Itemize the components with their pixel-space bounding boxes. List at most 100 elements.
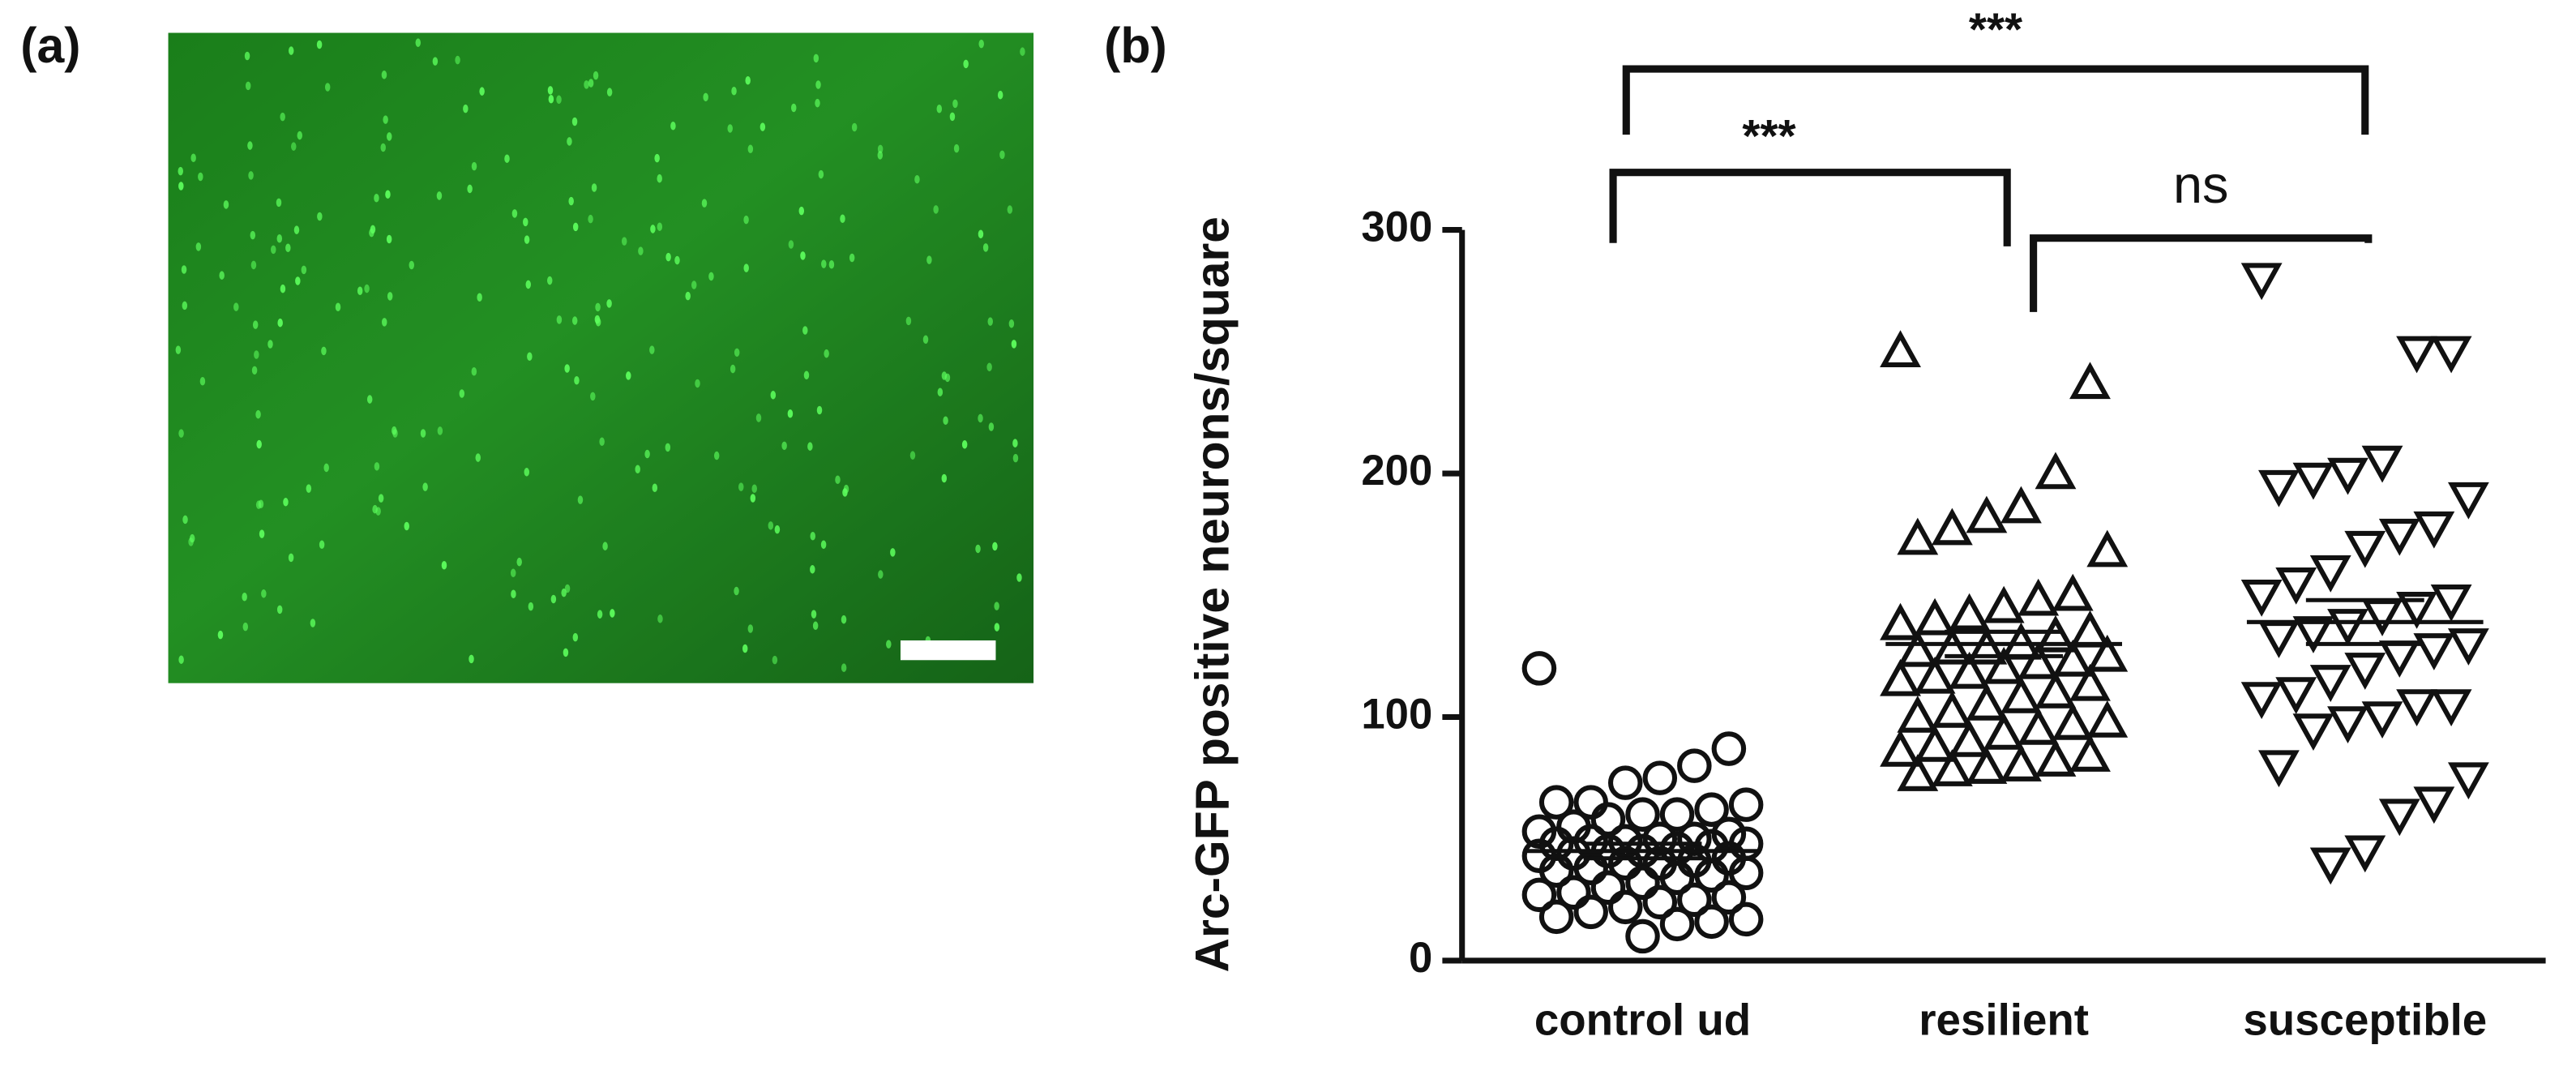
- data-point: [2240, 580, 2283, 617]
- y-axis-label: Arc-GFP positive neurons/square: [1186, 216, 1239, 972]
- cell: [387, 132, 392, 141]
- cell: [695, 379, 700, 388]
- data-point: [1556, 875, 1591, 910]
- cell: [652, 483, 658, 492]
- data-point: [2275, 567, 2317, 605]
- data-point: [1538, 853, 1574, 889]
- cell: [255, 409, 261, 419]
- significance-bracket: [1609, 169, 2011, 246]
- cell: [807, 442, 813, 451]
- data-point: [1607, 889, 1643, 925]
- cell: [276, 234, 283, 243]
- cell: [437, 426, 443, 435]
- data-point: [2344, 835, 2386, 873]
- data-point: [2327, 706, 2368, 744]
- cell: [511, 209, 518, 218]
- cell: [949, 112, 956, 122]
- cell: [597, 610, 603, 619]
- data-point: [1607, 824, 1643, 859]
- cell: [504, 154, 510, 163]
- cell: [591, 183, 597, 192]
- cell: [886, 640, 892, 649]
- data-point: [2327, 609, 2368, 646]
- data-point: [2378, 799, 2420, 837]
- data-point: [1521, 877, 1557, 913]
- cell: [285, 243, 291, 253]
- cell: [422, 482, 428, 491]
- data-point: [2258, 621, 2300, 658]
- data-point: [1625, 797, 1660, 832]
- cell: [295, 276, 301, 285]
- data-point: [1521, 651, 1557, 686]
- data-point: [2258, 750, 2300, 788]
- data-point: [1728, 901, 1764, 937]
- cell: [994, 623, 1000, 632]
- cell: [691, 280, 697, 289]
- cell: [178, 655, 184, 664]
- cell: [747, 144, 754, 154]
- cell: [252, 320, 259, 329]
- data-point: [1914, 656, 1956, 694]
- data-point: [2413, 511, 2455, 549]
- cell: [547, 86, 554, 95]
- cell: [250, 230, 256, 240]
- data-point: [2292, 713, 2334, 752]
- data-point: [2361, 445, 2403, 483]
- cell: [952, 99, 958, 109]
- cell: [316, 40, 323, 49]
- data-point: [2344, 530, 2386, 568]
- data-point: [2361, 701, 2403, 739]
- data-point: [1880, 330, 1921, 368]
- cell: [588, 214, 593, 224]
- cell: [293, 225, 300, 234]
- cell: [387, 292, 393, 301]
- data-point: [1642, 760, 1678, 795]
- cell: [467, 184, 473, 194]
- cell: [244, 51, 250, 61]
- cell: [366, 395, 373, 404]
- cell: [190, 153, 196, 163]
- cell: [178, 166, 183, 176]
- cell: [987, 317, 993, 326]
- data-point: [2309, 555, 2351, 593]
- data-point: [1538, 899, 1574, 935]
- cell: [992, 542, 998, 551]
- cell: [937, 388, 944, 396]
- data-point: [2240, 682, 2283, 719]
- cell: [755, 413, 762, 422]
- cell: [288, 46, 294, 55]
- cell: [374, 194, 379, 203]
- data-point: [1642, 884, 1678, 920]
- cell: [233, 302, 239, 311]
- x-tick-label: control ud: [1534, 994, 1751, 1044]
- cell: [369, 228, 374, 238]
- data-point: [2413, 786, 2455, 824]
- cell: [943, 416, 948, 426]
- cell: [386, 234, 392, 244]
- data-point: [1573, 894, 1608, 930]
- cell: [909, 451, 916, 460]
- cell: [288, 553, 294, 563]
- data-point: [2069, 362, 2111, 400]
- cell: [638, 246, 644, 255]
- cell: [877, 151, 884, 160]
- cell: [674, 255, 680, 265]
- scale-bar: [900, 640, 996, 661]
- cell: [828, 259, 835, 269]
- cell: [890, 548, 896, 557]
- cell: [599, 437, 605, 446]
- data-point: [2035, 452, 2077, 490]
- data-point: [2035, 670, 2077, 709]
- cell: [877, 144, 884, 154]
- data-point: [1538, 785, 1574, 820]
- data-point: [2447, 762, 2489, 800]
- cell: [374, 462, 380, 471]
- data-point: [2378, 640, 2420, 678]
- cell: [251, 366, 258, 375]
- cell: [259, 529, 265, 538]
- cell: [254, 350, 259, 359]
- data-point: [2086, 634, 2129, 672]
- data-point: [1983, 585, 2025, 623]
- data-point: [1607, 846, 1643, 881]
- cell: [523, 217, 528, 227]
